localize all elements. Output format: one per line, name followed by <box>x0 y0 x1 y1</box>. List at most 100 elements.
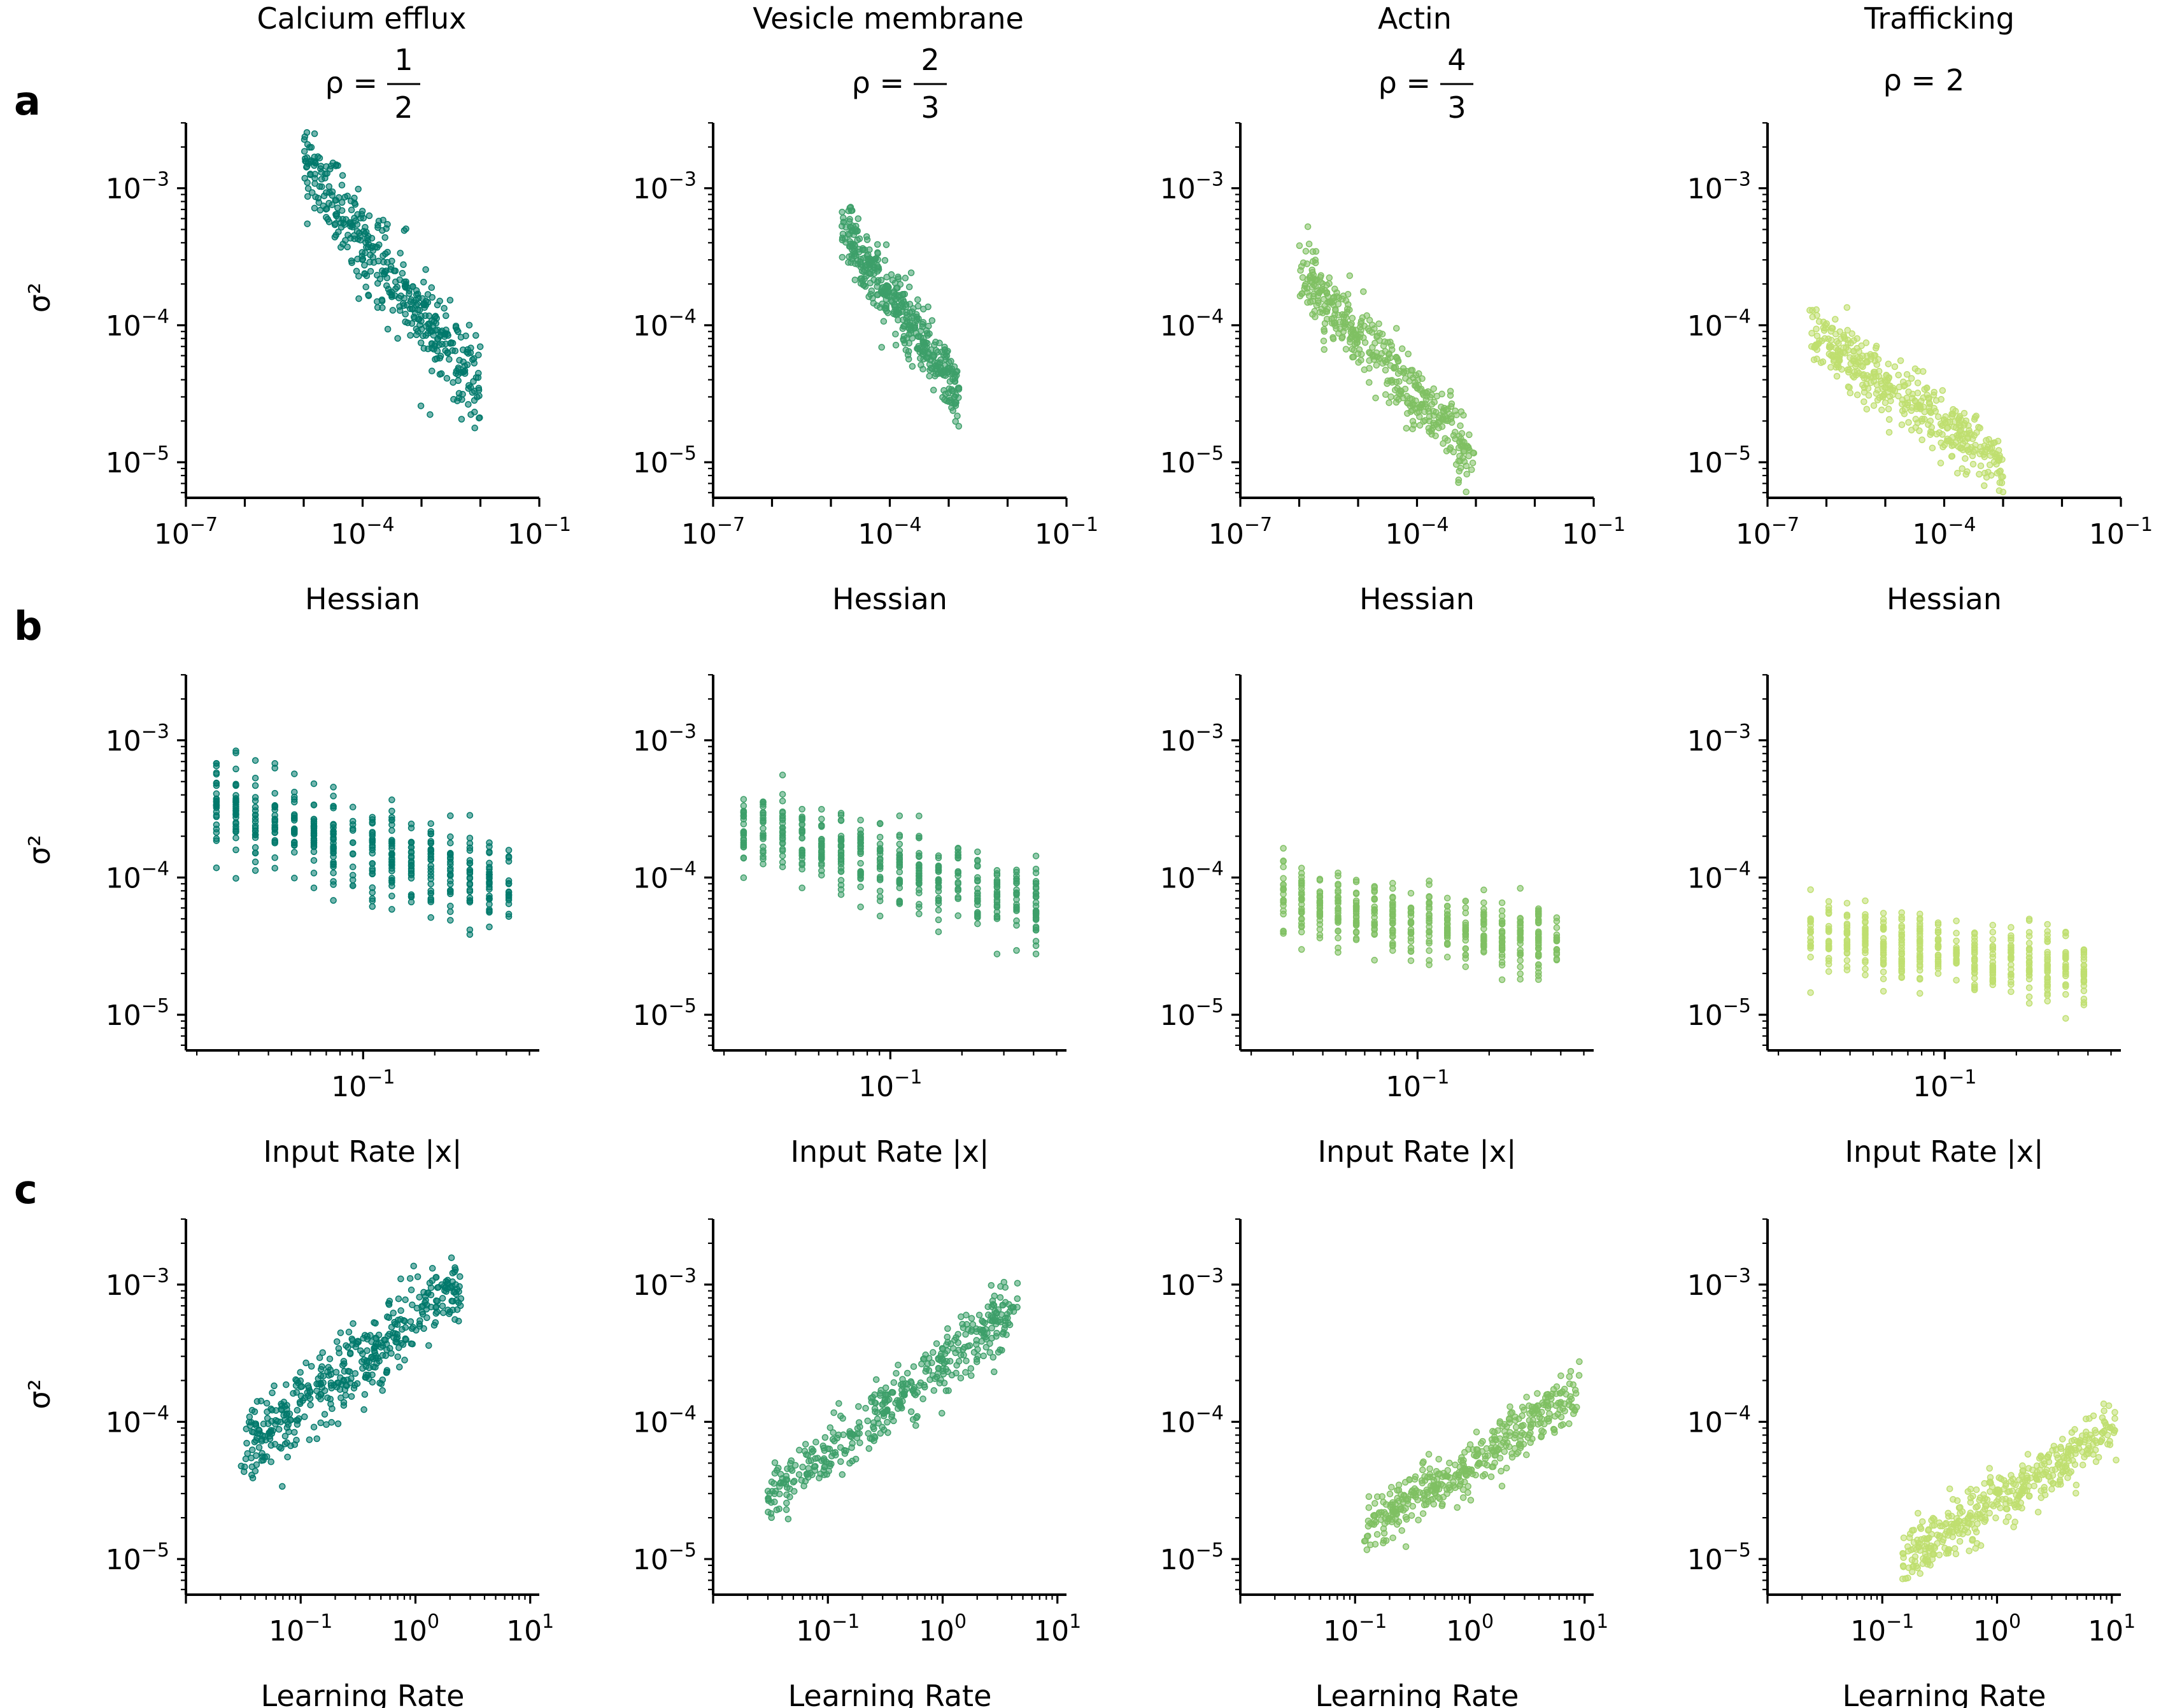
scatter-point <box>292 1376 299 1383</box>
scatter-point <box>916 880 923 887</box>
scatter-point <box>1280 910 1287 918</box>
scatter-point <box>416 1294 423 1301</box>
scatter-point <box>1013 866 1020 873</box>
x-axis-label: Input Rate |x| <box>263 1134 462 1169</box>
scatter-point <box>935 907 942 914</box>
scatter-point <box>905 348 912 355</box>
scatter-point <box>248 1463 256 1471</box>
scatter-point <box>1994 437 2002 445</box>
scatter-point <box>1425 1451 1433 1458</box>
scatter-point <box>1392 325 1400 332</box>
scatter-point <box>1326 274 1333 281</box>
scatter-point <box>1388 377 1396 384</box>
rho-label: ρ = <box>325 66 378 100</box>
scatter-point <box>993 950 1001 957</box>
tick-exponent: −5 <box>141 1539 169 1562</box>
scatter-point <box>1956 413 1964 420</box>
scatter-point <box>993 903 1001 910</box>
tick-exponent: −3 <box>141 721 169 743</box>
scatter-point <box>1298 923 1305 931</box>
scatter-point <box>361 271 369 278</box>
scatter-point <box>213 770 220 778</box>
x-tick-label: 100 <box>919 1611 967 1648</box>
scatter-point <box>242 1455 250 1462</box>
scatter-point <box>1825 943 1832 950</box>
scatter-point <box>973 1325 980 1332</box>
scatter-point <box>337 244 344 251</box>
tick-exponent: −4 <box>669 1402 697 1424</box>
tick-exponent: −4 <box>1723 306 1751 328</box>
scatter-point <box>471 360 478 367</box>
scatter-point <box>876 820 884 828</box>
tick-exponent: −1 <box>367 1066 395 1089</box>
scatter-point <box>1457 422 1464 429</box>
scatter-point <box>1280 863 1287 871</box>
scatter-point <box>1807 886 1814 893</box>
scatter-point <box>2044 921 2051 928</box>
scatter-point <box>441 304 448 312</box>
scatter-point <box>1948 453 1955 460</box>
tick-base: 10 <box>1160 447 1196 479</box>
scatter-point <box>1335 887 1342 894</box>
scatter-point <box>928 346 935 353</box>
scatter-point <box>740 828 747 835</box>
scatter-point <box>892 330 899 338</box>
scatter-point <box>861 275 868 283</box>
scatter-points <box>1361 1358 1583 1553</box>
scatter-point <box>384 221 391 228</box>
scatter-point <box>988 1281 995 1289</box>
scatter-point <box>839 1415 846 1422</box>
tick-exponent: −5 <box>669 1539 697 1562</box>
scatter-point <box>1305 241 1313 248</box>
scatter-point <box>311 130 318 138</box>
scatter-point <box>779 1475 786 1482</box>
scatter-point <box>2062 932 2069 940</box>
scatter-point <box>1326 280 1333 287</box>
scatter-point <box>992 1309 1000 1316</box>
scatter-point <box>833 1434 841 1442</box>
scatter-point <box>832 1451 839 1459</box>
scatter-point <box>804 1451 811 1458</box>
scatter-point <box>1450 432 1457 439</box>
x-tick-label: 10−1 <box>1913 1066 1976 1103</box>
scatter-point <box>1971 432 1978 439</box>
x-tick-label: 10−1 <box>507 514 571 551</box>
scatter-point <box>989 1353 997 1361</box>
tick-base: 10 <box>633 999 669 1032</box>
scatter-point <box>437 328 444 336</box>
scatter-point <box>860 255 867 262</box>
scatter-point <box>2025 929 2033 936</box>
scatter-point <box>271 836 278 844</box>
scatter-point <box>818 842 825 850</box>
scatter-point <box>266 1435 274 1443</box>
scatter-point <box>1938 422 1946 429</box>
scatter-point <box>796 1446 803 1454</box>
x-axis-label: Input Rate |x| <box>790 1134 989 1169</box>
scatter-point <box>1331 285 1338 293</box>
scatter-point <box>1891 387 1899 395</box>
scatter-point <box>471 425 478 432</box>
scatter-point <box>365 1364 372 1371</box>
scatter-point <box>821 1463 828 1470</box>
scatter-point <box>876 856 884 863</box>
scatter-point <box>1032 852 1040 859</box>
x-ticks: 10−1 <box>1251 1050 1585 1103</box>
scatter-point <box>327 1395 334 1402</box>
scatter-point <box>1880 968 1887 976</box>
tick-exponent: −5 <box>1723 442 1751 465</box>
scatter-point <box>447 812 454 819</box>
scatter-point <box>455 365 462 373</box>
scatter-point <box>1462 951 1470 959</box>
scatter-point <box>871 1391 878 1399</box>
scatter-point <box>876 863 884 870</box>
scatter-point <box>1345 301 1352 308</box>
tick-base: 10 <box>154 518 190 551</box>
scatter-point <box>338 207 346 214</box>
scatter-point <box>864 1417 871 1425</box>
scatter-point <box>857 843 864 850</box>
scatter-point <box>1304 289 1311 296</box>
scatter-point <box>316 1354 323 1362</box>
scatter-point <box>1917 953 1924 961</box>
scatter-point <box>467 383 474 391</box>
